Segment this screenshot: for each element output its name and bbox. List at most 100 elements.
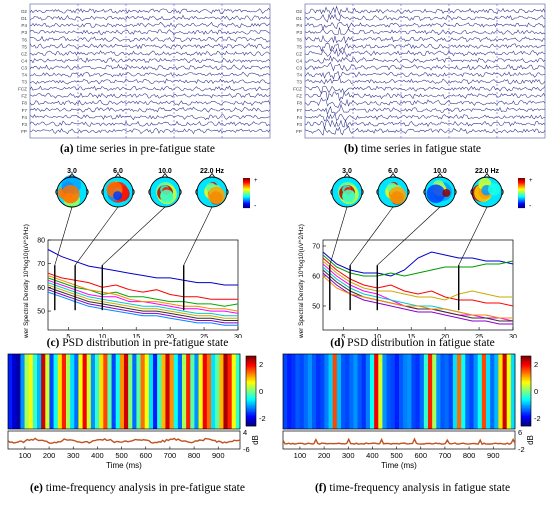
- colorbar-segment: [521, 399, 531, 402]
- eeg-trace: [29, 29, 271, 36]
- colorbar-segment: [243, 207, 250, 209]
- heatmap-column: [303, 354, 309, 429]
- colorbar-segment: [521, 386, 531, 389]
- heatmap-column: [498, 354, 503, 429]
- channel-label: F4: [297, 115, 303, 120]
- eeg-trace: [29, 127, 271, 135]
- topo-blob: [207, 186, 226, 205]
- heatmap-column: [107, 354, 112, 429]
- topo-map: [195, 172, 229, 208]
- heatmap-column: [312, 354, 317, 429]
- colorbar-segment: [246, 363, 256, 365]
- channel-label: F7: [22, 108, 28, 113]
- colorbar-segment: [521, 420, 531, 423]
- psd-series-line: [322, 266, 513, 319]
- colorbar-segment: [246, 389, 256, 392]
- topo-map: [101, 172, 135, 208]
- colorbar-segment: [243, 203, 250, 205]
- colorbar-segment: [246, 385, 256, 388]
- time-axis-label: Time (ms): [106, 461, 142, 470]
- colorbar-segment: [246, 400, 256, 403]
- x-tick-label: 5: [341, 334, 345, 338]
- colorbar-segment: [246, 413, 256, 416]
- colorbar-segment: [243, 183, 250, 185]
- colorbar-segment: [243, 194, 250, 196]
- channel-label: CZ: [296, 51, 302, 56]
- topo-frequency-label: 3.0: [67, 168, 77, 175]
- colorbar-segment: [246, 403, 256, 406]
- colorbar-segment: [521, 356, 531, 358]
- heatmap-column: [148, 354, 154, 429]
- colorbar-segment: [246, 381, 256, 383]
- colorbar-segment: [246, 382, 256, 385]
- heatmap-column: [103, 354, 108, 429]
- heatmap-column: [457, 354, 462, 429]
- colorbar-segment: [521, 384, 531, 386]
- eeg-trace: [29, 7, 271, 15]
- colorbar-segment: [243, 199, 250, 201]
- colorbar-segment: [246, 424, 256, 427]
- heatmap-column: [411, 354, 416, 429]
- topo-blob: [342, 189, 356, 203]
- eeg-trace: [304, 97, 546, 109]
- heatmap-column: [115, 354, 121, 429]
- topo-map: [376, 172, 410, 208]
- heatmap-column: [20, 354, 25, 429]
- colorbar-segment: [243, 184, 250, 186]
- heatmap-column: [473, 354, 479, 429]
- heatmap-frame: [282, 353, 516, 430]
- colorbar-segment: [518, 198, 525, 200]
- time-tick-label: 100: [294, 451, 307, 460]
- channel-label: FP: [296, 129, 302, 134]
- topo-frequency-label: 10.0: [433, 168, 447, 175]
- head-nose: [161, 172, 169, 178]
- heatmap-column: [57, 354, 63, 429]
- heatmap-column: [374, 354, 379, 429]
- y-tick-label: 70: [37, 261, 45, 268]
- heatmap-column: [90, 354, 96, 429]
- x-tick-label: 10: [373, 334, 381, 338]
- channel-label: F8: [22, 101, 28, 106]
- panel-b: O2 O1 P4 P3 T6 T5 CZ C4 C3 T4 T3 FCZ FZ F8 F7 F4 F3 FP: [275, 0, 550, 160]
- colorbar-segment: [246, 379, 256, 382]
- colorbar-segment: [246, 358, 256, 361]
- heatmap-column: [78, 354, 83, 429]
- psd-series-line: [322, 254, 514, 277]
- time-tick-label: 800: [463, 451, 476, 460]
- colorbar-segment: [518, 200, 525, 202]
- time-frequency-pre-fatigue: 2 0 -2 4 -6dB 100 200 300 400 500 600 700 800 900 Time…: [7, 353, 266, 470]
- colorbar-segment: [246, 423, 256, 425]
- head-ears: [55, 188, 89, 196]
- colorbar-segment: [243, 192, 250, 194]
- heatmap-column: [182, 354, 187, 429]
- x-tick-label: 30: [234, 334, 242, 338]
- psd-chart-pre-fatigue: 3.0 6.0 10.0 22.0 Hz + - 5 10 15 20 25 30 50 60 70 80 Po…: [23, 168, 258, 346]
- colorbar-segment: [521, 368, 531, 371]
- heatmap-column: [370, 354, 375, 429]
- colorbar-segment: [521, 395, 531, 397]
- colorbar-segment: [518, 197, 525, 199]
- y-tick-label: 50: [312, 304, 320, 311]
- colorbar-segment: [246, 388, 256, 390]
- eeg-trace: [30, 35, 271, 43]
- heatmap-column: [70, 354, 75, 429]
- channel-label: P3: [21, 30, 27, 35]
- channel-label: F8: [297, 101, 303, 106]
- heatmap-column: [444, 354, 450, 429]
- eeg-trace: [304, 70, 546, 80]
- colorbar-segment: [518, 183, 525, 185]
- heatmap-column: [74, 354, 79, 429]
- heatmap-column: [316, 354, 321, 429]
- y-tick-label: 60: [312, 274, 320, 281]
- channel-label: T4: [297, 73, 303, 78]
- colorbar-segment: [521, 374, 531, 376]
- colorbar-segment: [521, 424, 531, 427]
- colorbar-segment: [521, 417, 531, 420]
- colorbar-minus: -: [254, 203, 257, 210]
- psd-series-line: [47, 291, 238, 326]
- eeg-trace: [29, 14, 271, 22]
- eeg-trace: [304, 21, 546, 31]
- topo-frequency-label: 6.0: [113, 168, 123, 175]
- eeg-trace: [29, 120, 271, 127]
